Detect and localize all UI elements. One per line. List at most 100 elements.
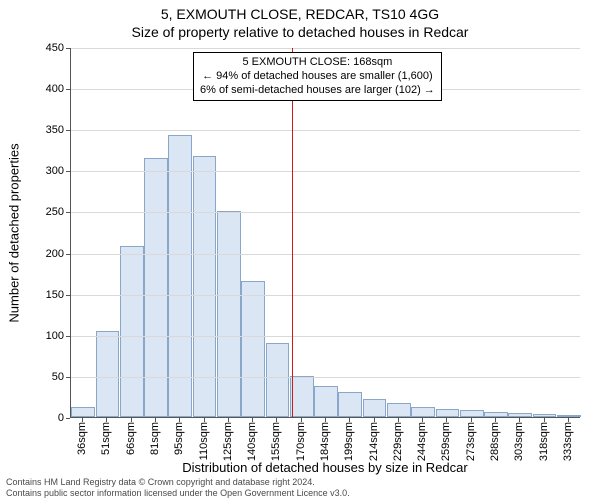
ytick-label: 0 [24,412,64,424]
xtick-mark [398,418,399,422]
xtick-mark [82,418,83,422]
xtick-label: 229sqm [392,422,404,461]
histogram-bar [436,409,460,417]
gridline-h [71,171,580,172]
ytick-mark [66,48,70,49]
xtick-label: 140sqm [246,422,258,461]
xtick-mark [495,418,496,422]
gridline-h [71,254,580,255]
ytick-label: 100 [24,330,64,342]
reference-line [292,48,293,417]
y-axis-label: Number of detached properties [7,143,22,322]
histogram-bar [217,211,241,417]
xtick-label: 244sqm [416,422,428,461]
xtick-label: 110sqm [198,422,210,460]
gridline-h [71,336,580,337]
gridline-h [71,377,580,378]
xtick-label: 66sqm [125,422,137,455]
annotation-line2: ← 94% of detached houses are smaller (1,… [200,70,435,84]
ytick-label: 200 [24,248,64,260]
histogram-bar [168,135,192,417]
xtick-label: 51sqm [100,422,112,455]
xtick-label: 36sqm [76,422,88,455]
xtick-label: 81sqm [149,422,161,455]
plot-area: 5 EXMOUTH CLOSE: 168sqm ← 94% of detache… [70,48,580,418]
xtick-mark [519,418,520,422]
ytick-mark [66,212,70,213]
xtick-mark [374,418,375,422]
ytick-mark [66,377,70,378]
xtick-mark [131,418,132,422]
xtick-label: 273sqm [465,422,477,461]
chart-title-line1: 5, EXMOUTH CLOSE, REDCAR, TS10 4GG [0,6,600,22]
chart-container: { "title_line1": "5, EXMOUTH CLOSE, REDC… [0,0,600,500]
histogram-bar [460,410,484,417]
xtick-label: 303sqm [513,422,525,461]
annotation-line1: 5 EXMOUTH CLOSE: 168sqm [200,56,435,70]
xtick-label: 259sqm [440,422,452,461]
xtick-label: 318sqm [538,422,550,461]
xtick-label: 333sqm [562,422,574,461]
xtick-label: 95sqm [173,422,185,455]
xtick-mark [106,418,107,422]
ytick-label: 400 [24,83,64,95]
histogram-bar [363,399,387,417]
xtick-mark [422,418,423,422]
xtick-mark [204,418,205,422]
histogram-bar [533,414,557,417]
ytick-label: 250 [24,206,64,218]
xtick-label: 288sqm [489,422,501,461]
xtick-mark [179,418,180,422]
histogram-bar [266,343,290,417]
xtick-label: 125sqm [222,422,234,461]
histogram-bar [411,407,435,417]
histogram-bar [314,386,338,417]
xtick-mark [276,418,277,422]
xtick-label: 214sqm [368,422,380,461]
xtick-mark [568,418,569,422]
xtick-label: 170sqm [295,422,307,461]
xtick-label: 199sqm [343,422,355,461]
ytick-mark [66,171,70,172]
xtick-mark [301,418,302,422]
x-axis-label: Distribution of detached houses by size … [70,460,580,475]
ytick-mark [66,89,70,90]
gridline-h [71,130,580,131]
histogram-bar [120,246,144,417]
annotation-line3: 6% of semi-detached houses are larger (1… [200,84,435,98]
histogram-bar [484,412,508,417]
histogram-bar [557,415,581,417]
xtick-mark [544,418,545,422]
histogram-bar [96,331,120,417]
footer-attribution: Contains HM Land Registry data © Crown c… [6,477,594,498]
histogram-bar [338,392,362,417]
ytick-label: 450 [24,42,64,54]
xtick-label: 155sqm [270,422,282,461]
footer-line1: Contains HM Land Registry data © Crown c… [6,477,594,487]
ytick-label: 350 [24,124,64,136]
ytick-mark [66,336,70,337]
gridline-h [71,212,580,213]
xtick-mark [446,418,447,422]
gridline-h [71,48,580,49]
chart-title-line2: Size of property relative to detached ho… [0,24,600,40]
bars-layer [71,48,580,417]
ytick-label: 50 [24,371,64,383]
xtick-mark [252,418,253,422]
xtick-mark [155,418,156,422]
xtick-mark [228,418,229,422]
histogram-bar [241,281,265,417]
ytick-mark [66,295,70,296]
ytick-label: 300 [24,165,64,177]
ytick-mark [66,130,70,131]
xtick-label: 184sqm [319,422,331,461]
ytick-mark [66,254,70,255]
histogram-bar [71,407,95,417]
histogram-bar [508,413,532,417]
footer-line2: Contains public sector information licen… [6,488,594,498]
xtick-mark [349,418,350,422]
annotation-box: 5 EXMOUTH CLOSE: 168sqm ← 94% of detache… [193,52,442,101]
histogram-bar [290,376,314,417]
histogram-bar [387,403,411,417]
histogram-bar [144,158,168,417]
